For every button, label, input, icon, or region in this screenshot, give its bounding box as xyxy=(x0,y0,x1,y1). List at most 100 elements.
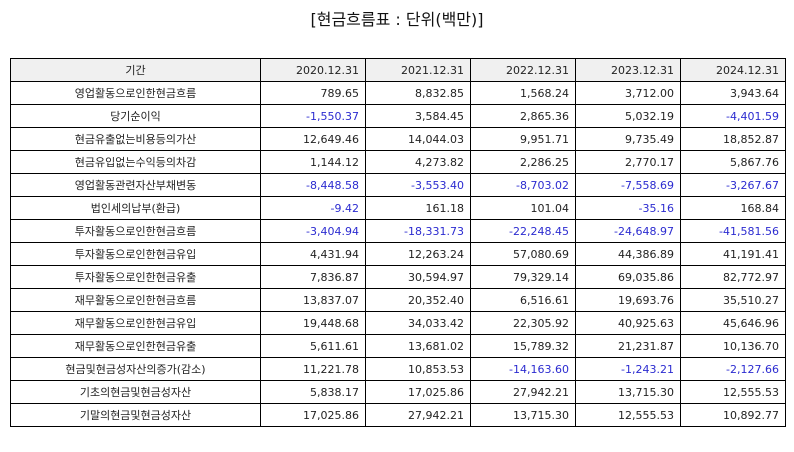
table-cell-value: 30,594.97 xyxy=(365,265,471,289)
table-cell-value: 161.18 xyxy=(365,196,471,220)
row-label: 영업활동으로인한현금흐름 xyxy=(10,81,261,105)
table-cell-value: -18,331.73 xyxy=(365,219,471,243)
table-cell-value: -1,243.21 xyxy=(575,357,681,381)
table-cell-value: 5,611.61 xyxy=(260,334,366,358)
table-cell-value: 1,568.24 xyxy=(470,81,576,105)
table-cell-value: 8,832.85 xyxy=(365,81,471,105)
table-cell-value: 9,951.71 xyxy=(470,127,576,151)
table-cell-value: 22,305.92 xyxy=(470,311,576,335)
row-label: 현금유출없는비용등의가산 xyxy=(10,127,261,151)
table-cell-value: -9.42 xyxy=(260,196,366,220)
table-cell-value: 69,035.86 xyxy=(575,265,681,289)
table-cell-value: -2,127.66 xyxy=(680,357,786,381)
table-cell-value: 57,080.69 xyxy=(470,242,576,266)
table-cell-value: 789.65 xyxy=(260,81,366,105)
table-cell-value: 2,770.17 xyxy=(575,150,681,174)
table-cell-value: 35,510.27 xyxy=(680,288,786,312)
row-label: 법인세의납부(환급) xyxy=(10,196,261,220)
row-label: 기말의현금및현금성자산 xyxy=(10,403,261,427)
header-period-label: 기간 xyxy=(10,58,261,82)
table-cell-value: -22,248.45 xyxy=(470,219,576,243)
table-cell-value: 5,032.19 xyxy=(575,104,681,128)
header-year: 2021.12.31 xyxy=(365,58,471,82)
table-cell-value: 44,386.89 xyxy=(575,242,681,266)
table-cell-value: 9,735.49 xyxy=(575,127,681,151)
page-title: [현금흐름표 : 단위(백만)] xyxy=(310,10,484,29)
table-cell-value: 82,772.97 xyxy=(680,265,786,289)
table-row: 영업활동관련자산부채변동 -8,448.58 -3,553.40 -8,703.02-… xyxy=(10,173,786,197)
cash-flow-table: 기간 2020.12.31 2021.12.31 2022.12.31 2023… xyxy=(10,58,786,427)
table-row: 현금유입없는수익등의차감 1,144.12 4,273.82 2,286.25 2,77… xyxy=(10,150,786,174)
table-cell-value: 13,681.02 xyxy=(365,334,471,358)
row-label: 영업활동관련자산부채변동 xyxy=(10,173,261,197)
table-cell-value: 79,329.14 xyxy=(470,265,576,289)
table-cell-value: 10,853.53 xyxy=(365,357,471,381)
table-cell-value: 4,273.82 xyxy=(365,150,471,174)
row-label: 재무활동으로인한현금흐름 xyxy=(10,288,261,312)
table-cell-value: 12,263.24 xyxy=(365,242,471,266)
row-label: 투자활동으로인한현금흐름 xyxy=(10,219,261,243)
table-cell-value: 12,555.53 xyxy=(575,403,681,427)
table-cell-value: 1,144.12 xyxy=(260,150,366,174)
table-cell-value: 12,555.53 xyxy=(680,380,786,404)
table-cell-value: 20,352.40 xyxy=(365,288,471,312)
table-cell-value: -3,404.94 xyxy=(260,219,366,243)
table-cell-value: 45,646.96 xyxy=(680,311,786,335)
table-cell-value: 14,044.03 xyxy=(365,127,471,151)
table-cell-value: 12,649.46 xyxy=(260,127,366,151)
table-cell-value: 40,925.63 xyxy=(575,311,681,335)
table-cell-value: -14,163.60 xyxy=(470,357,576,381)
table-row: 영업활동으로인한현금흐름 789.65 8,832.85 1,568.24 3,712.… xyxy=(10,81,786,105)
table-row: 현금및현금성자산의증가(감소) 11,221.78 10,853.53 -14,163… xyxy=(10,357,786,381)
header-year: 2022.12.31 xyxy=(470,58,576,82)
table-row: 재무활동으로인한현금흐름 13,837.07 20,352.40 6,516.61 19… xyxy=(10,288,786,312)
row-label: 투자활동으로인한현금유출 xyxy=(10,265,261,289)
table-cell-value: 13,837.07 xyxy=(260,288,366,312)
header-year: 2023.12.31 xyxy=(575,58,681,82)
table-body: 영업활동으로인한현금흐름 789.65 8,832.85 1,568.24 3,712.… xyxy=(10,81,786,427)
table-cell-value: 13,715.30 xyxy=(470,403,576,427)
row-label: 투자활동으로인한현금유입 xyxy=(10,242,261,266)
row-label: 재무활동으로인한현금유출 xyxy=(10,334,261,358)
table-row: 재무활동으로인한현금유출 5,611.61 13,681.02 15,789.32 21… xyxy=(10,334,786,358)
table-cell-value: 21,231.87 xyxy=(575,334,681,358)
header-year: 2020.12.31 xyxy=(260,58,366,82)
table-row: 기말의현금및현금성자산 17,025.86 27,942.21 13,715.30 12… xyxy=(10,403,786,427)
row-label: 기초의현금및현금성자산 xyxy=(10,380,261,404)
table-cell-value: 168.84 xyxy=(680,196,786,220)
table-cell-value: 2,865.36 xyxy=(470,104,576,128)
row-label: 당기순이익 xyxy=(10,104,261,128)
table-cell-value: -24,648.97 xyxy=(575,219,681,243)
table-cell-value: 11,221.78 xyxy=(260,357,366,381)
header-year: 2024.12.31 xyxy=(680,58,786,82)
table-row: 투자활동으로인한현금유출 7,836.87 30,594.97 79,329.14 69… xyxy=(10,265,786,289)
table-row: 투자활동으로인한현금유입 4,431.94 12,263.24 57,080.69 44… xyxy=(10,242,786,266)
table-cell-value: 3,943.64 xyxy=(680,81,786,105)
table-cell-value: 19,693.76 xyxy=(575,288,681,312)
table-cell-value: 101.04 xyxy=(470,196,576,220)
table-row: 현금유출없는비용등의가산 12,649.46 14,044.03 9,951.71 9,… xyxy=(10,127,786,151)
table-cell-value: 10,892.77 xyxy=(680,403,786,427)
table-row: 법인세의납부(환급) -9.42 161.18 101.04 -35.16 168.84 xyxy=(10,196,786,220)
table-cell-value: 4,431.94 xyxy=(260,242,366,266)
table-cell-value: 6,516.61 xyxy=(470,288,576,312)
table-cell-value: 34,033.42 xyxy=(365,311,471,335)
table-cell-value: 15,789.32 xyxy=(470,334,576,358)
table-cell-value: 5,838.17 xyxy=(260,380,366,404)
table-cell-value: 27,942.21 xyxy=(470,380,576,404)
table-cell-value: 17,025.86 xyxy=(365,380,471,404)
table-cell-value: 3,712.00 xyxy=(575,81,681,105)
table-row: 기초의현금및현금성자산 5,838.17 17,025.86 27,942.21 13,… xyxy=(10,380,786,404)
row-label: 재무활동으로인한현금유입 xyxy=(10,311,261,335)
table-cell-value: -41,581.56 xyxy=(680,219,786,243)
table-cell-value: -1,550.37 xyxy=(260,104,366,128)
table-row: 투자활동으로인한현금흐름 -3,404.94 -18,331.73 -22,248.4… xyxy=(10,219,786,243)
table-cell-value: 27,942.21 xyxy=(365,403,471,427)
table-cell-value: -3,267.67 xyxy=(680,173,786,197)
table-cell-value: 7,836.87 xyxy=(260,265,366,289)
table-cell-value: 41,191.41 xyxy=(680,242,786,266)
table-cell-value: 5,867.76 xyxy=(680,150,786,174)
table-cell-value: 17,025.86 xyxy=(260,403,366,427)
row-label: 현금유입없는수익등의차감 xyxy=(10,150,261,174)
table-row: 당기순이익 -1,550.37 3,584.45 2,865.36 5,032.19 -4… xyxy=(10,104,786,128)
